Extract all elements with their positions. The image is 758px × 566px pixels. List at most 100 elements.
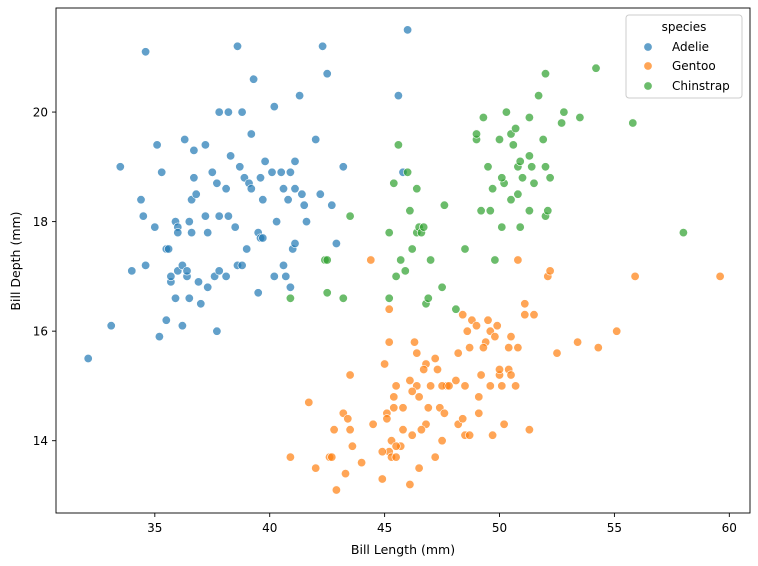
point-chinstrap <box>322 255 332 265</box>
point-adelie <box>315 189 325 199</box>
point-gentoo <box>416 425 426 435</box>
x-tick-label: 55 <box>607 521 622 535</box>
legend-marker-adelie <box>643 42 653 52</box>
point-chinstrap <box>423 293 433 303</box>
point-gentoo <box>391 452 401 462</box>
point-gentoo <box>345 370 355 380</box>
point-adelie <box>267 167 277 177</box>
point-adelie <box>269 271 279 281</box>
point-adelie <box>290 156 300 166</box>
point-gentoo <box>451 375 461 385</box>
point-gentoo <box>405 479 415 489</box>
point-gentoo <box>389 392 399 402</box>
point-gentoo <box>331 485 341 495</box>
point-gentoo <box>343 414 353 424</box>
point-gentoo <box>524 425 534 435</box>
x-axis: 35 40 45 50 55 60 <box>147 513 737 535</box>
point-gentoo <box>437 436 447 446</box>
series-chinstrap <box>285 63 688 314</box>
point-adelie <box>191 189 201 199</box>
point-gentoo <box>529 310 539 320</box>
point-gentoo <box>432 364 442 374</box>
point-chinstrap <box>419 222 429 232</box>
point-adelie <box>246 184 256 194</box>
point-gentoo <box>460 381 470 391</box>
point-chinstrap <box>515 156 525 166</box>
point-chinstrap <box>538 135 548 145</box>
point-gentoo <box>485 381 495 391</box>
point-adelie <box>221 271 231 281</box>
point-adelie <box>311 135 321 145</box>
point-adelie <box>152 140 162 150</box>
point-adelie <box>200 211 210 221</box>
series-adelie <box>83 25 413 363</box>
point-chinstrap <box>543 206 553 216</box>
point-gentoo <box>311 463 321 473</box>
point-adelie <box>161 315 171 325</box>
point-adelie <box>180 135 190 145</box>
point-chinstrap <box>460 244 470 254</box>
point-chinstrap <box>483 162 493 172</box>
y-tick-label: 16 <box>33 325 48 339</box>
point-gentoo <box>494 364 504 374</box>
x-tick-label: 45 <box>377 521 392 535</box>
point-gentoo <box>430 452 440 462</box>
point-gentoo <box>552 348 562 358</box>
y-tick-label: 18 <box>33 215 48 229</box>
point-adelie <box>235 162 245 172</box>
point-chinstrap <box>285 293 295 303</box>
point-chinstrap <box>405 206 415 216</box>
series-gentoo <box>285 255 725 495</box>
point-gentoo <box>506 332 516 342</box>
point-gentoo <box>391 441 401 451</box>
point-adelie <box>106 321 116 331</box>
point-gentoo <box>439 408 449 418</box>
point-gentoo <box>462 326 472 336</box>
point-gentoo <box>398 425 408 435</box>
point-adelie <box>83 353 93 363</box>
point-chinstrap <box>488 184 498 194</box>
point-adelie <box>226 151 236 161</box>
point-gentoo <box>492 321 502 331</box>
point-chinstrap <box>557 118 567 128</box>
point-gentoo <box>412 348 422 358</box>
point-adelie <box>278 260 288 270</box>
point-adelie <box>189 173 199 183</box>
point-chinstrap <box>396 255 406 265</box>
point-adelie <box>203 228 213 238</box>
point-gentoo <box>458 414 468 424</box>
point-gentoo <box>377 447 387 457</box>
point-gentoo <box>593 343 603 353</box>
point-gentoo <box>465 430 475 440</box>
data-points <box>83 25 725 495</box>
point-adelie <box>237 260 247 270</box>
point-adelie <box>246 129 256 139</box>
point-adelie <box>249 74 259 84</box>
point-adelie <box>189 145 199 155</box>
point-chinstrap <box>478 113 488 123</box>
point-gentoo <box>490 332 500 342</box>
point-gentoo <box>520 299 530 309</box>
point-adelie <box>214 266 224 276</box>
point-adelie <box>200 140 210 150</box>
point-gentoo <box>357 458 367 468</box>
point-adelie <box>150 222 160 232</box>
point-adelie <box>295 91 305 101</box>
point-adelie <box>187 228 197 238</box>
point-gentoo <box>465 343 475 353</box>
point-adelie <box>299 200 309 210</box>
point-gentoo <box>384 337 394 347</box>
point-adelie <box>164 244 174 254</box>
point-gentoo <box>414 392 424 402</box>
point-gentoo <box>474 392 484 402</box>
point-adelie <box>136 195 146 205</box>
point-adelie <box>260 156 270 166</box>
point-chinstrap <box>513 189 523 199</box>
point-adelie <box>157 167 167 177</box>
point-gentoo <box>545 266 555 276</box>
point-adelie <box>212 178 222 188</box>
point-gentoo <box>453 348 463 358</box>
point-chinstrap <box>497 222 507 232</box>
point-adelie <box>255 173 265 183</box>
